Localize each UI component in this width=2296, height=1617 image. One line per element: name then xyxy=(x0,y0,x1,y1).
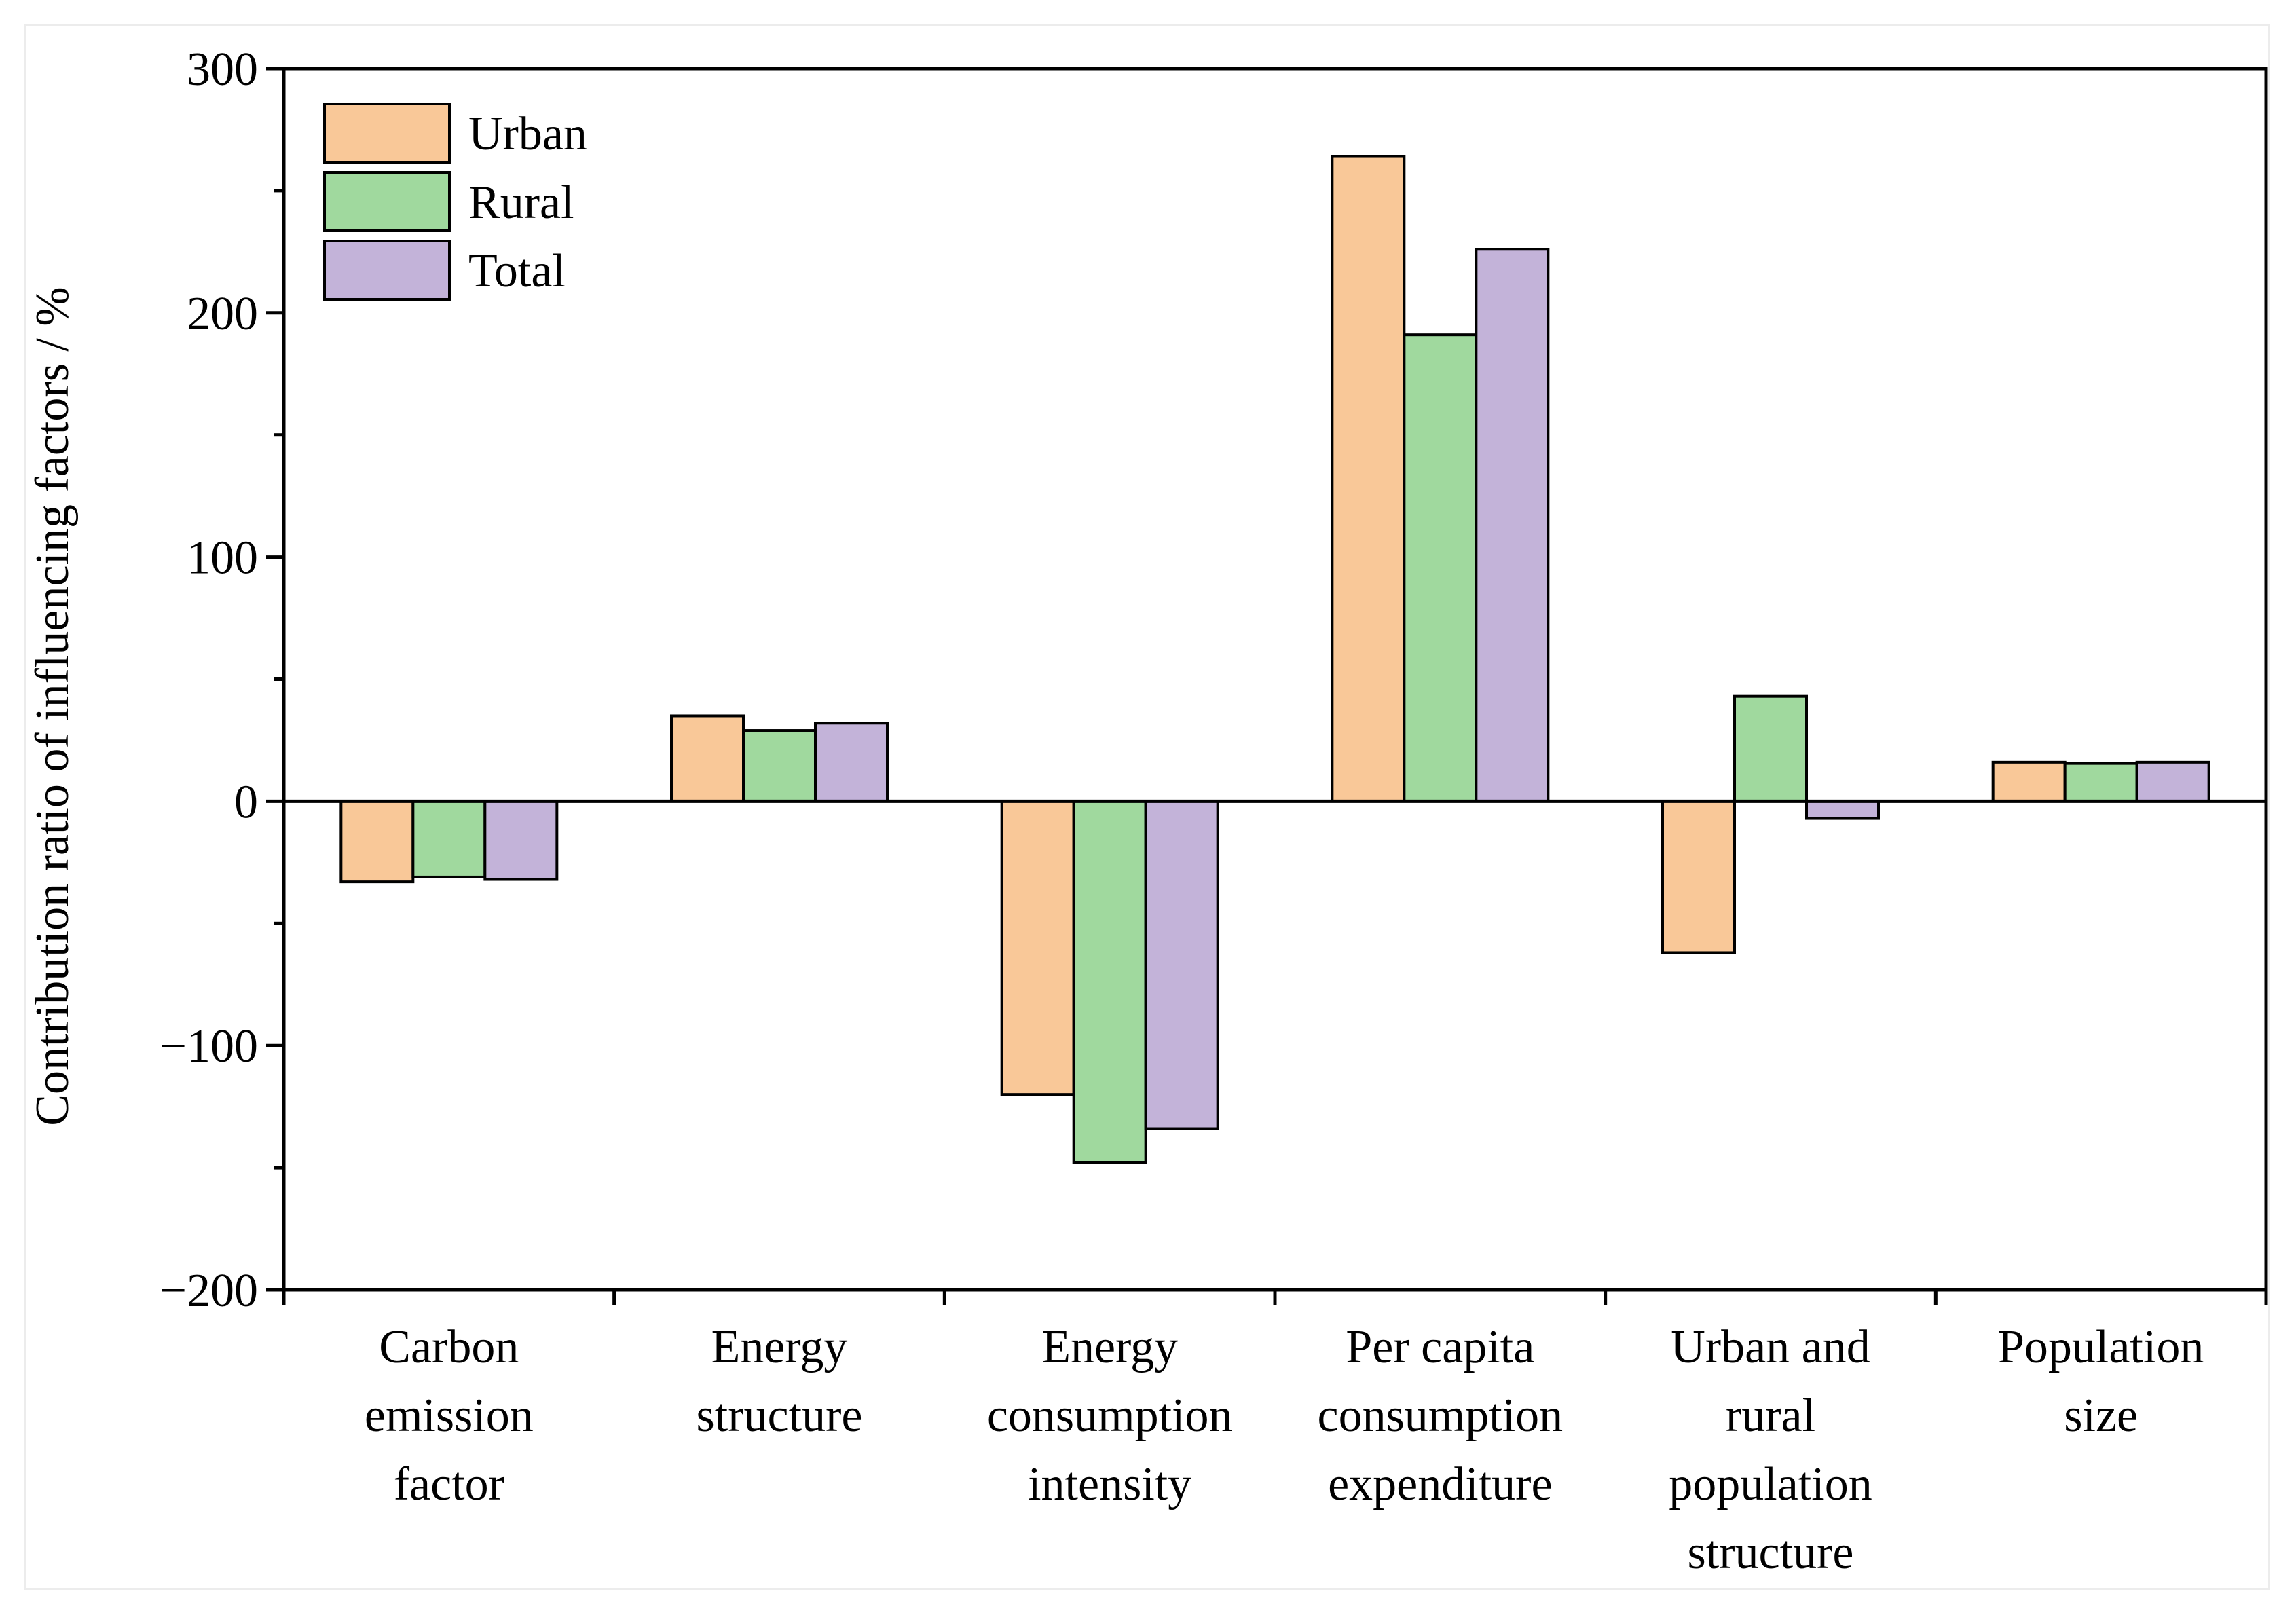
bars-layer xyxy=(339,155,2210,1164)
x-axis: Carbon emission factor Energy structure Energ… xyxy=(282,1290,2268,1579)
y-tick-label: −200 xyxy=(160,1265,258,1317)
y-tick-label: 0 xyxy=(234,776,258,828)
x-category-label: Urban and rural population structure xyxy=(1669,1321,1872,1579)
bar-rural-1 xyxy=(742,729,817,803)
legend-swatch-rural xyxy=(323,171,451,232)
y-tick-label: 300 xyxy=(187,43,258,96)
y-tick-label: −100 xyxy=(160,1020,258,1073)
plot-area-border xyxy=(282,67,2268,1292)
bar-total-3 xyxy=(1475,248,1550,803)
bar-total-4 xyxy=(1805,800,1880,820)
bar-urban-0 xyxy=(339,800,415,884)
legend-swatch-total xyxy=(323,240,451,301)
bar-total-1 xyxy=(814,722,889,803)
bar-rural-3 xyxy=(1403,333,1478,803)
x-category-label: Energy structure xyxy=(697,1321,863,1442)
bar-rural-4 xyxy=(1733,694,1808,803)
x-category-label: Carbon emission factor xyxy=(365,1321,534,1510)
y-axis: −200 −100 0 100 200 300 xyxy=(160,43,284,1317)
bar-total-5 xyxy=(2135,760,2210,803)
bar-total-0 xyxy=(483,800,559,881)
legend-label-rural: Rural xyxy=(468,176,574,229)
bar-urban-1 xyxy=(670,714,745,803)
legend: Urban Rural Total xyxy=(323,103,587,301)
y-tick-label: 100 xyxy=(187,532,258,584)
y-axis-label: Contribution ratio of influencing factor… xyxy=(26,286,79,1126)
bar-rural-2 xyxy=(1072,800,1147,1164)
x-category-label: Per capita consumption expenditure xyxy=(1318,1321,1563,1510)
legend-label-urban: Urban xyxy=(468,108,587,160)
y-tick-label: 200 xyxy=(187,288,258,340)
bar-urban-3 xyxy=(1331,155,1406,803)
legend-swatch-urban xyxy=(323,103,451,164)
bar-rural-0 xyxy=(411,800,487,878)
bar-urban-5 xyxy=(1991,760,2067,803)
bar-total-2 xyxy=(1144,800,1219,1130)
x-category-label: Population size xyxy=(1998,1321,2204,1442)
bar-urban-4 xyxy=(1661,800,1736,954)
x-category-label: Energy consumption intensity xyxy=(987,1321,1233,1510)
bar-urban-2 xyxy=(1000,800,1075,1096)
legend-label-total: Total xyxy=(468,245,566,297)
bar-rural-5 xyxy=(2063,762,2138,803)
